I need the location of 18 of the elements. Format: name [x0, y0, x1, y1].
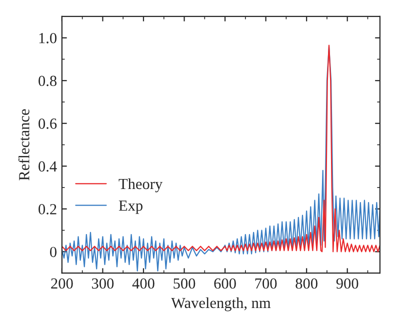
- x-tick-label: 800: [296, 278, 318, 289]
- y-tick-label: 0.6: [38, 118, 57, 129]
- x-tick-label: 600: [214, 278, 236, 289]
- x-tick-label: 700: [255, 278, 277, 289]
- x-tick-label: 500: [174, 278, 196, 289]
- x-tick-label: 400: [132, 278, 154, 289]
- legend-label: Exp: [118, 200, 142, 214]
- legend-label: Theory: [118, 178, 163, 192]
- x-tick-label: 900: [336, 278, 358, 289]
- y-tick-label: 0.8: [38, 76, 57, 86]
- x-axis-title: Wavelength, nm: [171, 297, 271, 312]
- y-axis-title: Reflectance: [18, 109, 30, 180]
- y-tick-label: 0.4: [38, 161, 57, 172]
- y-tick-label: 0.2: [38, 204, 56, 214]
- y-tick-label: 0: [50, 246, 57, 258]
- x-tick-label: 200: [51, 278, 73, 289]
- x-tick-label: 300: [92, 278, 114, 289]
- y-tick-label: 1.0: [39, 32, 57, 44]
